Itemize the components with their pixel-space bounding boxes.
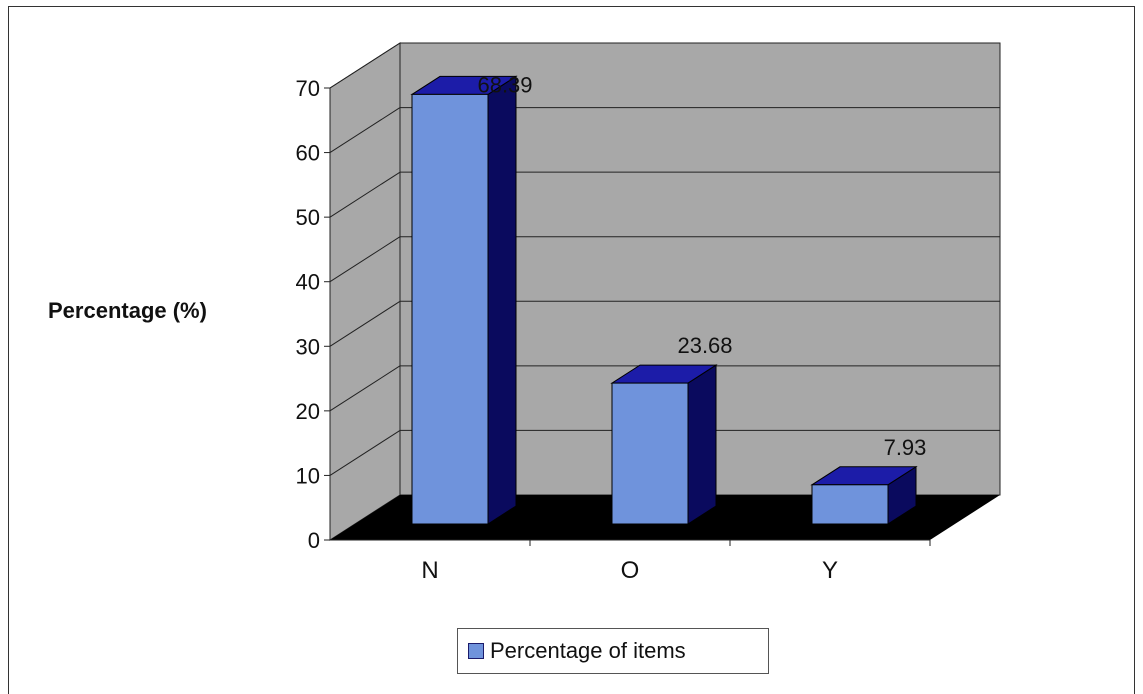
legend: Percentage of items [457,628,769,674]
y-axis-label: Percentage (%) [48,298,207,323]
gridline-side [329,107,401,153]
legend-swatch [468,643,484,659]
bar-side [487,75,517,525]
data-label: 7.93 [884,435,927,460]
y-tick-label: 40 [296,270,320,295]
y-tick-label: 10 [296,463,320,488]
gridline-side [329,430,401,476]
bar-front [411,93,489,525]
gridline-side [329,300,401,347]
legend-label: Percentage of items [490,638,686,663]
bar [410,75,518,525]
side-wall [329,42,401,541]
gridline-side [329,171,401,218]
gridline-side [329,236,401,283]
y-axis: 0 10 20 30 40 50 60 70 [296,76,930,553]
y-tick-label: 70 [296,76,320,101]
bar-front [611,382,689,525]
gridline-side [329,365,401,412]
bar-side [687,364,717,525]
y-tick-label: 0 [308,528,320,553]
x-tick-label: N [421,557,438,584]
y-tick-label: 50 [296,205,320,230]
bar [810,465,918,525]
data-label: 23.68 [677,333,732,358]
y-tick-label: 30 [296,334,320,359]
x-tick-label: O [621,557,640,584]
gridline-side [329,42,401,89]
bars: 68.39 23.68 7.93 [410,72,927,525]
chart-frame [8,6,1135,694]
x-tick-label: Y [822,557,838,584]
data-label: 68.39 [477,72,532,97]
y-tick-label: 20 [296,399,320,424]
bar [610,364,718,525]
y-tick-label: 60 [296,141,320,166]
bar-front [811,484,889,525]
